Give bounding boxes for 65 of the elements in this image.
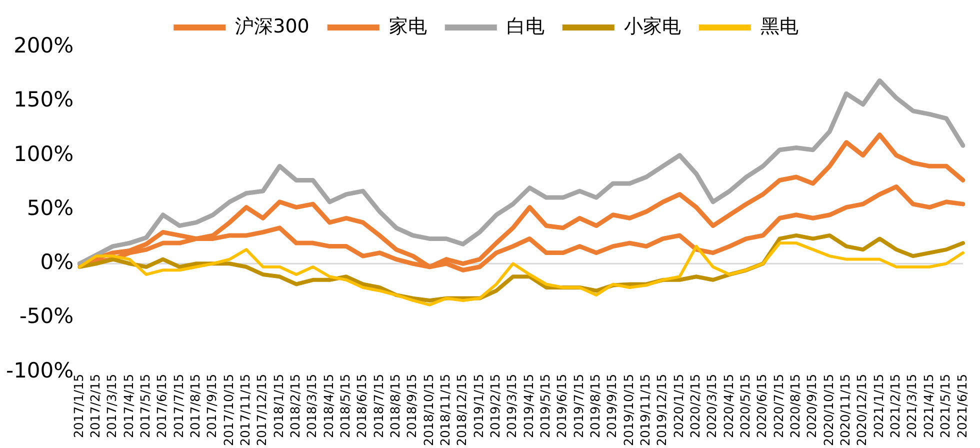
- x-tick-label: 2021/3/15: [904, 374, 920, 438]
- x-tick-label: 2019/2/15: [488, 374, 503, 438]
- x-tick-label: 2019/3/15: [504, 374, 520, 438]
- x-tick-label: 2019/12/15: [654, 374, 670, 446]
- x-tick-label: 2020/7/15: [770, 374, 786, 438]
- x-tick-label: 2020/3/15: [704, 374, 720, 438]
- y-tick-label: 100%: [14, 142, 74, 166]
- x-tick-label: 2018/2/15: [288, 374, 303, 438]
- x-tick-label: 2019/7/15: [570, 374, 586, 438]
- x-tick-label: 2017/3/15: [104, 374, 120, 438]
- x-tick-label: 2017/8/15: [188, 374, 203, 438]
- x-tick-label: 2017/11/15: [238, 374, 253, 446]
- x-tick-label: 2020/2/15: [688, 374, 703, 438]
- x-tick-label: 2018/9/15: [404, 374, 420, 438]
- x-tick-label: 2019/1/15: [470, 374, 486, 438]
- x-tick-label: 2021/6/15: [954, 374, 970, 438]
- legend-label: 小家电: [624, 15, 681, 38]
- legend-label: 沪深300: [235, 15, 310, 38]
- x-tick-label: 2017/9/15: [204, 374, 220, 438]
- x-tick-label: 2017/4/15: [120, 374, 136, 438]
- x-tick-label: 2018/12/15: [454, 374, 470, 446]
- x-tick-label: 2019/8/15: [588, 374, 603, 438]
- x-tick-label: 2021/2/15: [888, 374, 903, 438]
- x-tick-label: 2017/2/15: [88, 374, 103, 438]
- x-tick-label: 2019/11/15: [638, 374, 653, 446]
- legend-label: 白电: [506, 15, 544, 38]
- legend-label: 黑电: [760, 15, 798, 38]
- x-tick-label: 2020/1/15: [670, 374, 686, 438]
- x-tick-label: 2021/4/15: [920, 374, 936, 438]
- x-tick-label: 2019/5/15: [538, 374, 553, 438]
- x-tick-label: 2018/1/15: [270, 374, 286, 438]
- x-tick-label: 2020/8/15: [788, 374, 803, 438]
- x-tick-label: 2019/9/15: [604, 374, 620, 438]
- x-tick-label: 2019/6/15: [554, 374, 570, 438]
- x-tick-label: 2017/6/15: [154, 374, 170, 438]
- x-tick-label: 2018/7/15: [370, 374, 386, 438]
- x-tick-label: 2019/10/15: [620, 374, 636, 446]
- y-tick-label: -100%: [6, 358, 74, 382]
- y-tick-label: 200%: [14, 33, 74, 58]
- x-tick-label: 2017/7/15: [170, 374, 186, 438]
- x-tick-label: 2020/12/15: [854, 374, 870, 446]
- x-tick-label: 2017/12/15: [254, 374, 270, 446]
- x-tick-label: 2018/8/15: [388, 374, 403, 438]
- x-tick-label: 2018/4/15: [320, 374, 336, 438]
- x-tick-label: 2018/5/15: [338, 374, 353, 438]
- y-tick-label: 150%: [14, 88, 74, 112]
- x-tick-label: 2019/4/15: [520, 374, 536, 438]
- y-tick-label: 0%: [40, 250, 74, 274]
- x-tick-label: 2020/9/15: [804, 374, 820, 438]
- x-tick-label: 2021/1/15: [870, 374, 886, 438]
- x-tick-label: 2018/3/15: [304, 374, 320, 438]
- x-tick-label: 2018/6/15: [354, 374, 370, 438]
- x-tick-label: 2020/10/15: [820, 374, 836, 446]
- x-tick-label: 2020/11/15: [838, 374, 853, 446]
- x-tick-label: 2020/6/15: [754, 374, 770, 438]
- x-tick-label: 2018/10/15: [420, 374, 436, 446]
- x-tick-label: 2021/5/15: [938, 374, 953, 438]
- x-tick-label: 2020/4/15: [720, 374, 736, 438]
- x-tick-label: 2020/5/15: [738, 374, 753, 438]
- x-tick-label: 2018/11/15: [438, 374, 453, 446]
- x-tick-label: 2017/5/15: [138, 374, 153, 438]
- x-tick-label: 2017/10/15: [220, 374, 236, 446]
- y-tick-label: 50%: [26, 196, 74, 220]
- y-tick-label: -50%: [19, 304, 74, 328]
- legend-label: 家电: [388, 15, 427, 38]
